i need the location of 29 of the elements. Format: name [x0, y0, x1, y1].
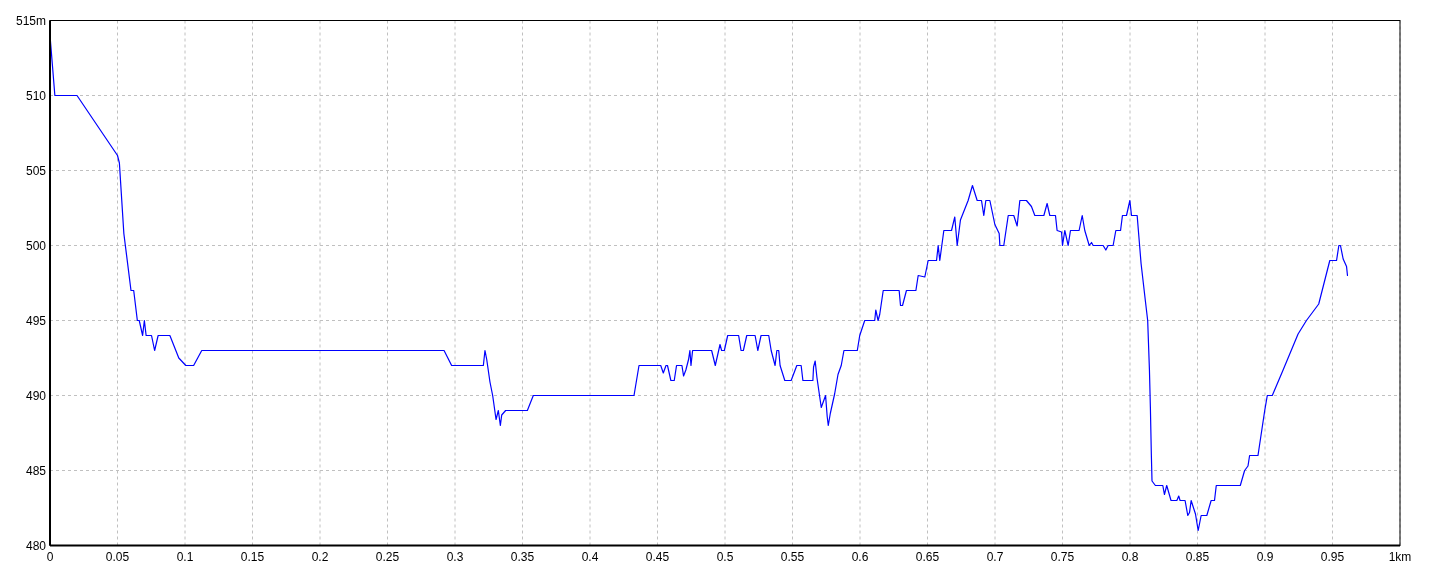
y-tick-label: 485: [25, 463, 47, 478]
x-tick-label: 0.4: [581, 549, 599, 564]
y-tick-label: 480: [25, 538, 47, 553]
x-tick-label: 0.15: [240, 549, 265, 564]
x-tick-label: 0.25: [375, 549, 400, 564]
x-tick-label: 0.45: [645, 549, 670, 564]
x-tick-label: 0.95: [1320, 549, 1345, 564]
x-tick-label: 0.5: [716, 549, 734, 564]
y-tick-label: 510: [25, 88, 47, 103]
x-tick-label: 0.55: [780, 549, 805, 564]
x-tick-label: 0.65: [915, 549, 940, 564]
x-tick-label: 0.2: [311, 549, 329, 564]
x-tick-label: 1km: [1388, 549, 1412, 564]
y-tick-label: 500: [25, 238, 47, 253]
y-tick-label: 495: [25, 313, 47, 328]
x-tick-label: 0.6: [851, 549, 869, 564]
x-tick-label: 0.8: [1121, 549, 1139, 564]
y-tick-label: 515m: [15, 13, 46, 28]
x-tick-label: 0.9: [1256, 549, 1274, 564]
x-tick-label: 0.7: [986, 549, 1004, 564]
x-tick-label: 0.85: [1185, 549, 1210, 564]
x-tick-label: 0.35: [510, 549, 535, 564]
x-tick-label: 0.1: [176, 549, 194, 564]
x-tick-label: 0: [46, 549, 54, 564]
x-tick-label: 0.05: [105, 549, 130, 564]
y-tick-label: 505: [25, 163, 47, 178]
x-tick-label: 0.3: [446, 549, 464, 564]
x-tick-label: 0.75: [1050, 549, 1075, 564]
y-tick-label: 490: [25, 388, 47, 403]
